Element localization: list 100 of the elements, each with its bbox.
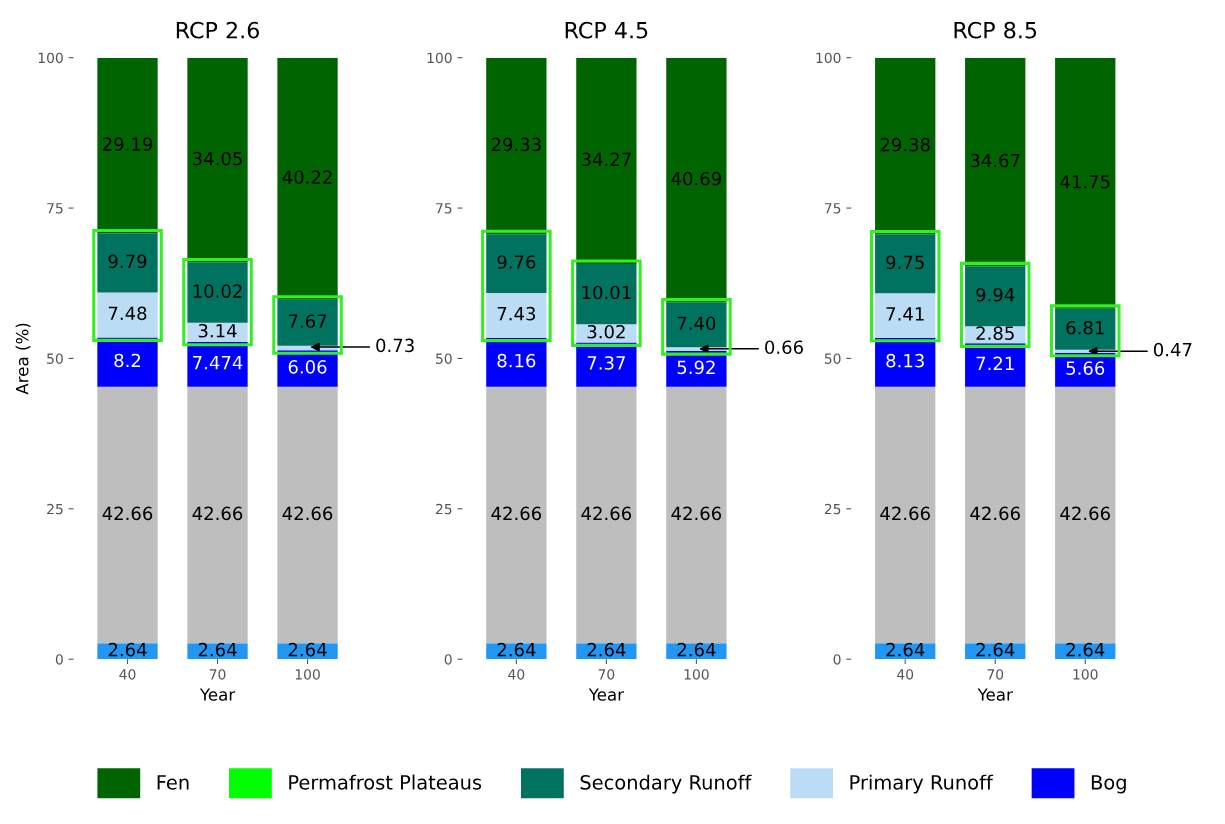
data-label: 42.66 (282, 506, 333, 521)
bar (97, 57, 158, 234)
legend-label: Permafrost Plateaus (289, 774, 482, 790)
x-tick-label: 100 (295, 669, 320, 680)
bar (486, 234, 547, 293)
y-tick-label: 75 (824, 203, 841, 214)
bar (97, 337, 158, 387)
data-label: 2.64 (198, 642, 237, 657)
x-axis-title: Year (199, 688, 236, 701)
data-label: 6.06 (288, 360, 327, 374)
data-label: 34.05 (193, 151, 242, 166)
bar (965, 343, 1026, 387)
bar (486, 57, 547, 235)
y-tick-label: 100 (427, 52, 452, 64)
bar (187, 57, 248, 263)
bar (277, 386, 338, 644)
data-label: 42.66 (671, 506, 722, 521)
data-label: 2.64 (587, 642, 626, 657)
chart-title: RCP 8.5 (954, 21, 1037, 39)
bar (666, 386, 727, 644)
bar (965, 57, 1026, 267)
y-tick-label: 25 (47, 503, 63, 515)
data-label: 3.14 (198, 323, 237, 338)
y-tick-label: 50 (824, 353, 841, 364)
chart-title: RCP 4.5 (565, 21, 648, 39)
data-label: 34.67 (970, 153, 1020, 168)
x-tick-label: 70 (209, 669, 226, 680)
data-label: 42.66 (880, 506, 930, 521)
y-tick-label: 0 (833, 654, 841, 665)
bar (875, 386, 936, 644)
data-label: 7.48 (108, 306, 147, 321)
bar (486, 292, 547, 338)
bar (965, 266, 1026, 327)
data-label: 7.40 (677, 316, 716, 331)
y-tick-label: 0 (55, 654, 63, 665)
y-tick-label: 50 (436, 353, 452, 364)
bar (875, 234, 936, 294)
data-label: 2.64 (1066, 642, 1105, 657)
bar (187, 386, 248, 644)
data-label: 29.33 (491, 137, 541, 152)
data-label: 29.38 (880, 137, 930, 152)
bar (576, 386, 637, 644)
data-label: 41.75 (1060, 175, 1110, 189)
data-label: 8.13 (886, 353, 924, 368)
data-label: 10.02 (193, 284, 242, 298)
bar (277, 57, 338, 300)
data-label: 2.64 (886, 642, 925, 657)
annotation: 0.73 (376, 338, 414, 353)
annotation: 0.47 (1153, 342, 1192, 357)
bar (1055, 57, 1116, 309)
y-tick-label: 50 (47, 353, 63, 364)
x-tick-label: 40 (119, 669, 136, 680)
data-label: 9.94 (976, 287, 1015, 302)
data-label: 42.66 (581, 506, 632, 521)
data-label: 42.66 (192, 506, 243, 521)
bar (576, 342, 637, 387)
data-label: 2.64 (288, 642, 327, 657)
bar (97, 386, 158, 644)
data-label: 42.66 (491, 506, 542, 521)
bar (187, 322, 248, 342)
bar (576, 264, 637, 325)
data-label: 7.37 (587, 356, 625, 370)
data-label: 2.85 (976, 326, 1014, 341)
x-tick-label: 100 (1073, 669, 1098, 680)
data-label: 6.81 (1066, 320, 1104, 335)
bar (97, 292, 158, 338)
y-tick-label: 75 (47, 203, 63, 214)
bar (875, 293, 936, 338)
y-tick-label: 100 (816, 52, 841, 64)
y-tick-label: 75 (436, 203, 452, 214)
data-label: 5.66 (1066, 361, 1105, 375)
data-label: 7.474 (193, 356, 243, 370)
bar (187, 262, 248, 323)
bar (486, 386, 547, 644)
data-label: 2.64 (108, 642, 147, 657)
data-label: 29.19 (102, 137, 153, 151)
bar (97, 233, 158, 293)
data-label: 10.01 (582, 285, 631, 300)
data-label: 2.64 (976, 642, 1015, 657)
y-tick-label: 25 (435, 503, 452, 515)
legend-label: Primary Runoff (850, 774, 994, 794)
chart-title: RCP 2.6 (176, 21, 259, 39)
legend-label: Secondary Runoff (580, 774, 752, 794)
y-tick-label: 100 (38, 52, 63, 64)
y-axis-title: Area (%) (15, 323, 31, 395)
data-label: 7.67 (288, 314, 327, 329)
data-label: 7.41 (886, 307, 924, 321)
data-label: 7.21 (976, 356, 1014, 371)
data-label: 2.64 (497, 642, 536, 657)
data-label: 42.66 (970, 506, 1020, 521)
data-label: 9.75 (886, 255, 924, 270)
bar (576, 57, 637, 264)
x-tick-label: 70 (987, 669, 1004, 680)
data-label: 40.22 (282, 170, 332, 184)
data-label: 42.66 (102, 506, 153, 521)
data-label: 7.43 (497, 306, 536, 321)
x-axis-title: Year (977, 688, 1013, 701)
bar (666, 57, 727, 303)
data-label: 40.69 (671, 171, 721, 186)
bar (1055, 386, 1116, 644)
